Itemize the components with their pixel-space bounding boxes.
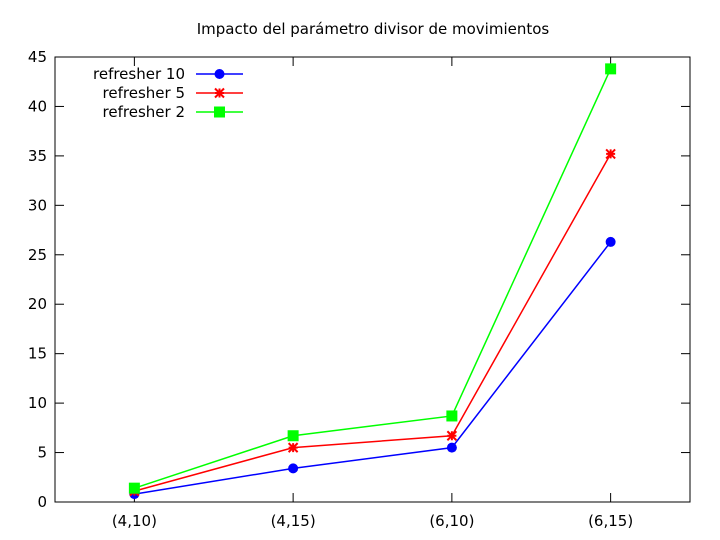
legend-item: refresher 2 <box>103 103 243 121</box>
series-lines <box>128 63 617 500</box>
data-point <box>446 430 458 441</box>
star-marker-strokes <box>446 430 458 441</box>
y-tick-label: 25 <box>28 246 47 264</box>
x-tick-label: (6,10) <box>429 512 474 530</box>
y-tick-label: 20 <box>28 295 47 313</box>
data-point <box>605 63 617 75</box>
data-point <box>287 442 299 453</box>
legend-item: refresher 10 <box>93 65 243 83</box>
chart-title: Impacto del parámetro divisor de movimie… <box>197 20 550 38</box>
axes: 0 5 10 15 20 25 30 35 40 45 (4,10) (4,15) (6,10) (6,1… <box>28 48 690 530</box>
legend-marker <box>214 106 225 118</box>
series-line <box>134 153 612 492</box>
data-point <box>446 410 458 422</box>
series-refresher-5 <box>129 148 616 497</box>
star-marker-strokes <box>605 148 616 160</box>
y-tick-label: 0 <box>37 493 47 511</box>
series-refresher-2 <box>128 63 617 494</box>
legend-marker <box>214 87 225 99</box>
legend-marker <box>214 69 225 79</box>
series-refresher-10 <box>129 236 616 500</box>
legend-label: refresher 5 <box>103 84 185 102</box>
star-marker-strokes <box>214 87 225 99</box>
legend-label: refresher 10 <box>93 65 185 83</box>
x-tick-label: (4,10) <box>112 512 157 530</box>
x-tick-label: (4,15) <box>271 512 316 530</box>
legend-label: refresher 2 <box>103 103 185 121</box>
data-point <box>605 148 616 160</box>
star-marker-strokes <box>287 442 299 453</box>
data-point <box>128 482 140 494</box>
legend-item: refresher 5 <box>103 84 243 102</box>
data-point <box>605 236 616 247</box>
data-point <box>287 430 299 442</box>
y-tick-label: 35 <box>28 147 47 165</box>
y-tick-label: 30 <box>28 196 47 214</box>
x-tick-label: (6,15) <box>588 512 633 530</box>
y-tick-label: 40 <box>28 97 47 115</box>
data-point <box>288 463 299 474</box>
data-point <box>446 442 457 453</box>
y-tick-label: 45 <box>28 48 47 66</box>
plot-frame <box>54 56 691 503</box>
y-tick-label: 15 <box>28 345 47 363</box>
series-line <box>134 68 612 489</box>
series-line <box>134 241 612 495</box>
y-tick-label: 10 <box>28 394 47 412</box>
y-tick-label: 5 <box>37 444 47 462</box>
